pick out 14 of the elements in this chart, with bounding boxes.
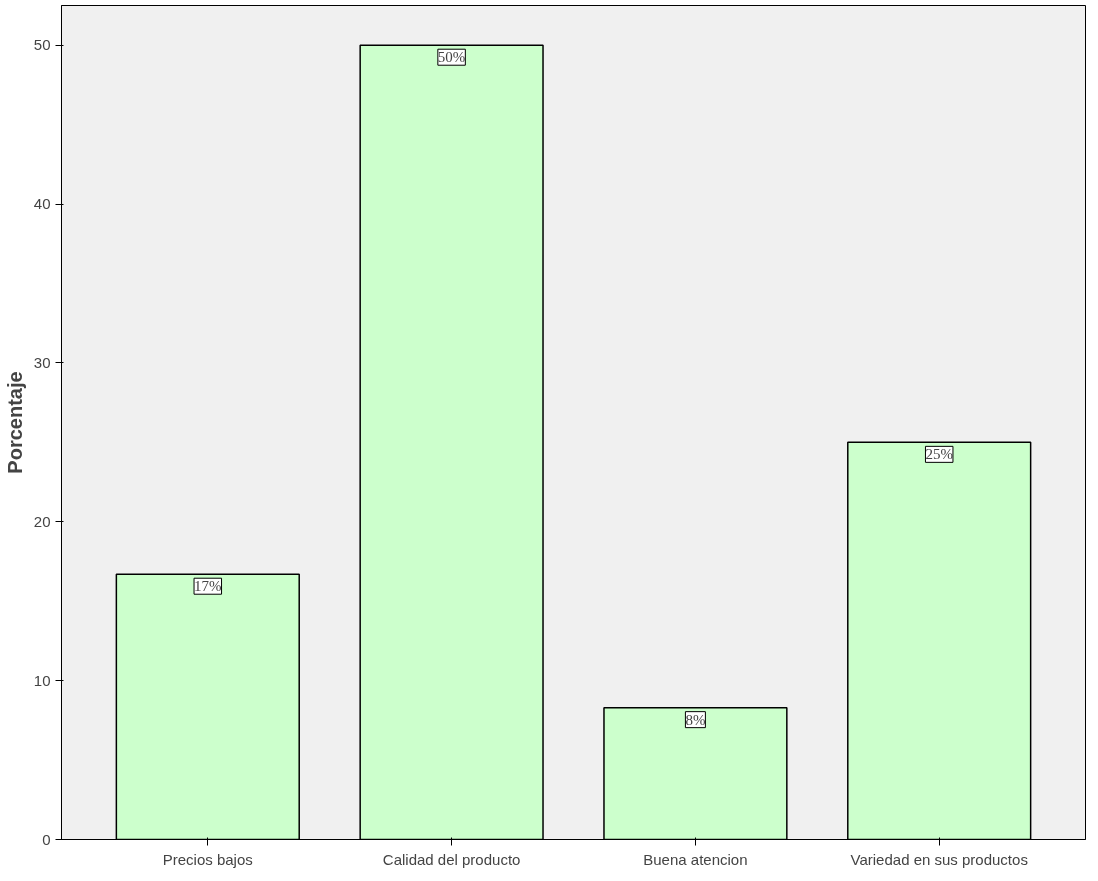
y-tick-label: 0 <box>42 830 51 848</box>
y-tick-label: 30 <box>33 353 51 371</box>
y-axis-title: Porcentaje <box>3 371 26 474</box>
y-tick-label: 20 <box>33 512 51 530</box>
x-tick-label: Precios bajos <box>162 850 253 868</box>
data-label: 50% <box>437 49 466 66</box>
data-label: 17% <box>194 578 222 595</box>
x-tick-label: Calidad del producto <box>382 850 521 868</box>
x-tick-label: Variedad en sus productos <box>850 850 1028 868</box>
y-tick-label: 10 <box>33 671 51 689</box>
x-tick-label: Buena atencion <box>643 850 748 868</box>
y-tick-label: 50 <box>33 36 51 54</box>
data-label: 8% <box>685 711 706 728</box>
y-tick-label: 40 <box>33 195 51 213</box>
